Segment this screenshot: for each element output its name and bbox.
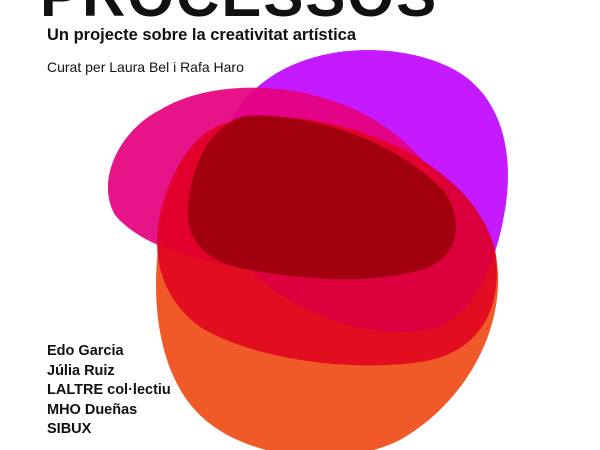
dark-red-overlap <box>187 115 456 280</box>
poster-title: PROCESSOS <box>40 0 438 26</box>
poster-subtitle: Un projecte sobre la creativitat artísti… <box>47 26 357 44</box>
artist-name: Edo Garcia <box>47 343 124 359</box>
artist-list: Edo Garcia Júlia Ruiz LALTRE col·lectiu … <box>47 342 171 440</box>
curators-credit: Curat per Laura Bel i Rafa Haro <box>47 59 244 75</box>
artist-name: Júlia Ruiz <box>47 362 115 379</box>
artist-name: LALTRE col·lectiu <box>47 382 171 398</box>
artist-name: MHO Dueñas <box>47 401 138 418</box>
artist-name: SIBUX <box>47 421 92 437</box>
